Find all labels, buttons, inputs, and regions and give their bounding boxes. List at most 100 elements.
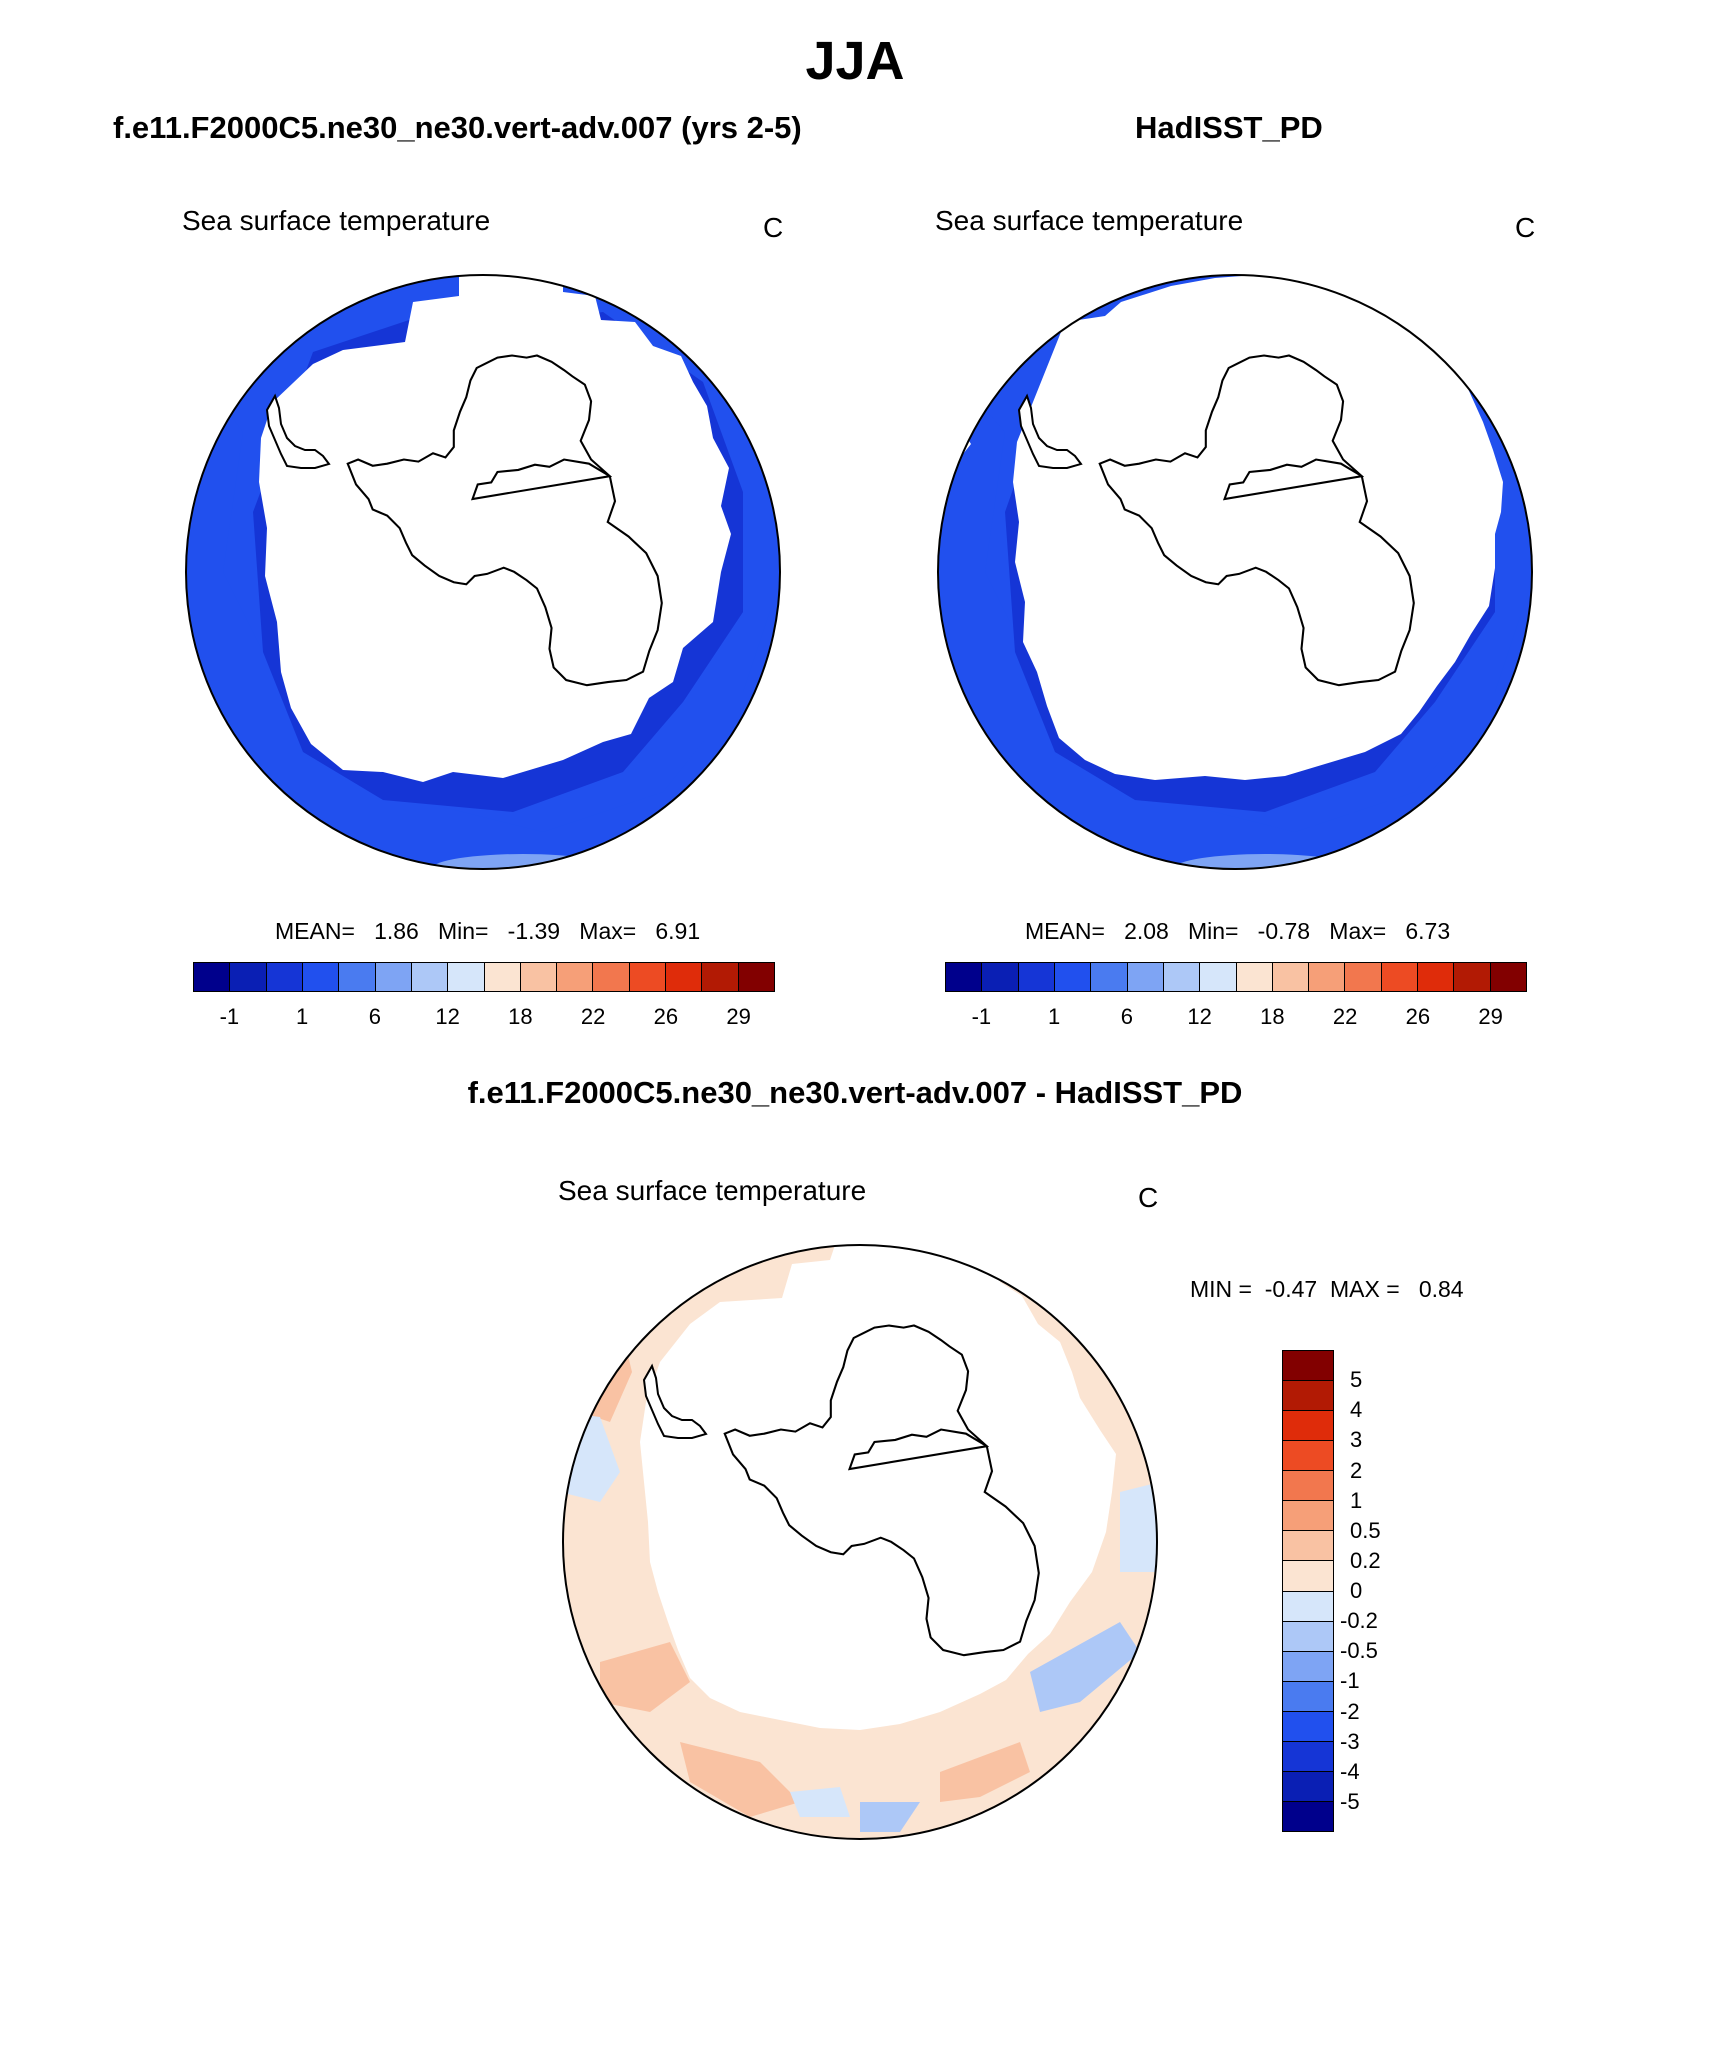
colorbar-box xyxy=(1283,1801,1333,1831)
colorbar-box xyxy=(302,963,340,991)
colorbar-tick-label: 1 xyxy=(1048,1004,1061,1029)
colorbar-tick-label: 0.5 xyxy=(1350,1517,1381,1543)
diff-min-label: MIN = xyxy=(1190,1276,1252,1302)
colorbar-box xyxy=(1236,963,1273,991)
colorbar-box xyxy=(982,963,1019,991)
model-max-label: Max= xyxy=(579,918,637,944)
colorbar-tick-label: 6 xyxy=(1120,1004,1133,1029)
diff-units-label: C xyxy=(1138,1182,1159,1213)
season-title: JJA xyxy=(805,31,905,91)
colorbar-tick-label: 6 xyxy=(368,1004,381,1029)
obs-colorbar xyxy=(945,962,1527,992)
model-min-value: -1.39 xyxy=(507,918,561,944)
colorbar-tick-label: 18 xyxy=(1260,1004,1285,1029)
obs-min-value: -0.78 xyxy=(1257,918,1311,944)
colorbar-box xyxy=(1018,963,1055,991)
colorbar-box xyxy=(194,963,231,991)
diff-variable-label: Sea surface temperature xyxy=(558,1175,867,1206)
colorbar-box xyxy=(1283,1651,1333,1682)
colorbar-box xyxy=(1272,963,1310,991)
colorbar-box xyxy=(520,963,558,991)
colorbar-tick-label: 5 xyxy=(1350,1367,1363,1393)
obs-units-label: C xyxy=(1515,212,1536,243)
colorbar-box xyxy=(1283,1411,1333,1442)
colorbar-box xyxy=(375,963,412,991)
diff-colorbar xyxy=(1282,1350,1334,1832)
colorbar-tick-label: 22 xyxy=(580,1004,606,1029)
colorbar-tick-label: 12 xyxy=(1187,1004,1212,1029)
colorbar-tick-label: 1 xyxy=(296,1004,309,1029)
diff-panel-title: f.e11.F2000C5.ne30_ne30.vert-adv.007 - H… xyxy=(467,1075,1243,1110)
colorbar-box xyxy=(1127,963,1164,991)
model-colorbar xyxy=(193,962,775,992)
colorbar-box xyxy=(1309,963,1346,991)
colorbar-tick-label: 29 xyxy=(726,1004,751,1029)
colorbar-box xyxy=(1418,963,1455,991)
colorbar-box xyxy=(1283,1771,1333,1802)
colorbar-box xyxy=(1381,963,1419,991)
obs-stats: MEAN= 2.08 Min= -0.78 Max= 6.73 xyxy=(1025,918,1450,945)
model-panel-title: f.e11.F2000C5.ne30_ne30.vert-adv.007 (yr… xyxy=(113,110,802,145)
colorbar-tick-label: -5 xyxy=(1340,1788,1360,1814)
colorbar-box xyxy=(1454,963,1491,991)
colorbar-box xyxy=(1283,1591,1333,1622)
diff-polar-map xyxy=(562,1244,1158,1840)
obs-variable-label: Sea surface temperature xyxy=(935,205,1244,236)
colorbar-tick-label: 0.2 xyxy=(1350,1547,1381,1573)
model-stats: MEAN= 1.86 Min= -1.39 Max= 6.91 xyxy=(275,918,700,945)
colorbar-tick-label: 4 xyxy=(1350,1397,1363,1423)
colorbar-tick-label: -1 xyxy=(219,1004,240,1029)
colorbar-box xyxy=(629,963,667,991)
colorbar-tick-label: 26 xyxy=(1405,1004,1431,1029)
obs-max-value: 6.73 xyxy=(1405,918,1451,944)
colorbar-tick-label: 18 xyxy=(508,1004,533,1029)
diff-max-value: 0.84 xyxy=(1418,1276,1464,1302)
colorbar-box xyxy=(1283,1621,1333,1652)
diff-min-value: -0.47 xyxy=(1264,1276,1318,1302)
obs-polar-map xyxy=(937,274,1533,870)
colorbar-box xyxy=(266,963,303,991)
model-min-label: Min= xyxy=(438,918,489,944)
colorbar-box xyxy=(1283,1381,1333,1412)
model-polar-map xyxy=(185,274,781,870)
model-mean-value: 1.86 xyxy=(374,918,419,944)
colorbar-tick-label: 1 xyxy=(1350,1487,1363,1513)
colorbar-box xyxy=(1054,963,1092,991)
colorbar-box xyxy=(738,963,774,991)
colorbar-box xyxy=(1490,963,1526,991)
colorbar-tick-label: 3 xyxy=(1350,1427,1363,1453)
colorbar-box xyxy=(339,963,376,991)
colorbar-tick-label: 2 xyxy=(1350,1457,1363,1483)
colorbar-box xyxy=(448,963,485,991)
colorbar-box xyxy=(411,963,449,991)
colorbar-tick-label: -1 xyxy=(971,1004,992,1029)
diff-max-label: MAX = xyxy=(1329,1276,1400,1302)
colorbar-box xyxy=(1200,963,1237,991)
colorbar-tick-label: -4 xyxy=(1340,1758,1360,1784)
colorbar-box xyxy=(1283,1681,1333,1712)
colorbar-tick-label: -0.2 xyxy=(1340,1608,1378,1634)
colorbar-box xyxy=(1283,1741,1333,1772)
colorbar-box xyxy=(1283,1531,1333,1562)
colorbar-box xyxy=(702,963,739,991)
colorbar-tick-label: 26 xyxy=(653,1004,679,1029)
obs-min-label: Min= xyxy=(1188,918,1239,944)
model-mean-label: MEAN= xyxy=(275,918,355,944)
colorbar-box xyxy=(1283,1501,1333,1532)
colorbar-tick-label: -1 xyxy=(1340,1668,1360,1694)
model-variable-label: Sea surface temperature xyxy=(182,205,491,236)
colorbar-tick-label: -2 xyxy=(1340,1698,1360,1724)
colorbar-tick-label: 29 xyxy=(1478,1004,1503,1029)
colorbar-tick-label: 12 xyxy=(435,1004,460,1029)
colorbar-box xyxy=(484,963,521,991)
obs-panel-title: HadISST_PD xyxy=(1135,110,1323,145)
model-units-label: C xyxy=(763,212,784,243)
colorbar-box xyxy=(1283,1711,1333,1742)
obs-max-label: Max= xyxy=(1329,918,1387,944)
colorbar-box xyxy=(946,963,983,991)
colorbar-box xyxy=(230,963,267,991)
colorbar-box xyxy=(1091,963,1128,991)
colorbar-tick-label: -3 xyxy=(1340,1728,1360,1754)
colorbar-tick-label: 0 xyxy=(1350,1578,1363,1603)
colorbar-box xyxy=(666,963,703,991)
